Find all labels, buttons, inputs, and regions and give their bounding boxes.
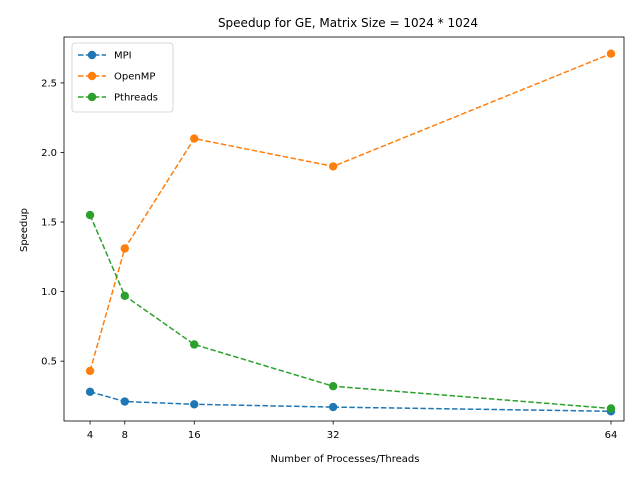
y-tick-label-0.5: 0.5 <box>41 357 57 368</box>
legend-marker-mpi <box>87 50 97 60</box>
y-axis-label: Speedup <box>19 208 30 252</box>
data-point-pthreads-64 <box>606 404 616 413</box>
data-point-pthreads-8 <box>120 291 129 300</box>
data-point-mpi-8 <box>120 397 129 406</box>
y-tick-label-1.5: 1.5 <box>41 218 57 229</box>
data-point-openmp-4 <box>85 366 95 376</box>
legend-label-mpi: MPI <box>114 51 132 62</box>
data-point-mpi-4 <box>85 387 95 396</box>
x-axis-label: Number of Processes/Threads <box>270 454 419 465</box>
x-tick-label-4: 4 <box>87 430 93 441</box>
data-point-pthreads-32 <box>328 382 338 391</box>
series-line-pthreads <box>89 214 612 410</box>
data-point-openmp-64 <box>606 49 616 58</box>
legend-label-openmp: OpenMP <box>114 72 155 83</box>
x-tick-label-8: 8 <box>122 430 128 441</box>
y-tick-label-2: 2.0 <box>41 148 57 159</box>
legend-marker-openmp <box>87 71 97 81</box>
legend-box <box>71 42 174 113</box>
legend-marker-pthreads <box>87 92 97 102</box>
data-point-mpi-16 <box>190 400 199 409</box>
y-tick-label-1: 1.0 <box>41 287 57 298</box>
data-point-openmp-32 <box>328 162 338 171</box>
data-point-openmp-16 <box>190 134 199 143</box>
chart-title: Speedup for GE, Matrix Size = 1024 * 102… <box>218 16 478 30</box>
legend-label-pthreads: Pthreads <box>114 93 158 104</box>
data-point-pthreads-16 <box>190 340 199 349</box>
plot-area: 4 8 16 32 64 0.5 1.0 1.5 2.0 2.5 <box>41 36 625 441</box>
x-tick-label-32: 32 <box>327 430 340 441</box>
data-point-mpi-32 <box>328 402 338 412</box>
axes-frame <box>63 36 625 422</box>
data-point-openmp-8 <box>120 244 129 253</box>
x-tick-label-64: 64 <box>605 430 618 441</box>
x-tick-label-16: 16 <box>188 430 201 441</box>
y-tick-label-2.5: 2.5 <box>41 78 57 89</box>
data-point-pthreads-4 <box>85 210 95 220</box>
legend: MPI OpenMP Pthreads <box>71 42 174 113</box>
